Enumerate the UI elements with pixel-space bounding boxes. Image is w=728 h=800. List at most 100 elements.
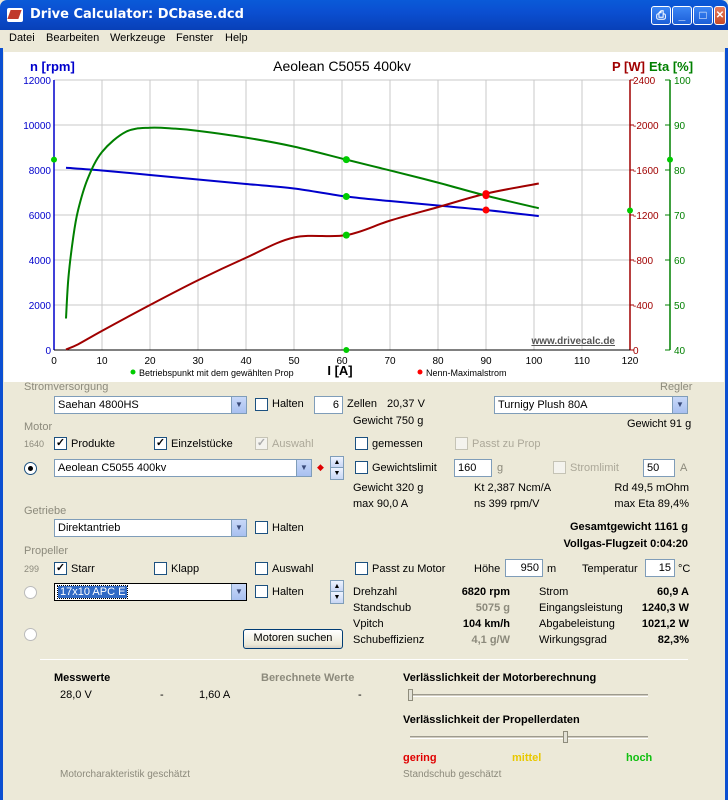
x-tick-label: 0 xyxy=(51,356,57,367)
minimize-button[interactable]: _ xyxy=(672,6,692,25)
x-tick-label: 20 xyxy=(144,356,156,367)
x-tick-label: 80 xyxy=(432,356,444,367)
battery-halten-checkbox[interactable] xyxy=(255,398,268,411)
temperature-label: Temperatur xyxy=(582,563,638,575)
prop-reliability-slider[interactable] xyxy=(562,731,568,743)
power-tick-label: 0 xyxy=(633,346,639,357)
legend-op-dot xyxy=(130,369,136,375)
battery-select[interactable]: Saehan 4800HS ▼ xyxy=(54,396,247,414)
chart-background xyxy=(4,52,724,382)
motor-reliability-slider[interactable] xyxy=(408,689,413,701)
stromlimit-unit: A xyxy=(680,462,688,474)
rpm-tick-label: 10000 xyxy=(23,121,51,132)
prop-spinner[interactable]: ▲ ▼ xyxy=(330,580,344,604)
operating-point-rpm xyxy=(342,193,350,201)
vpitch-label: Vpitch xyxy=(353,618,384,630)
prop-select-value: 17x10 APC E xyxy=(56,585,129,599)
chevron-down-icon[interactable]: ▼ xyxy=(296,460,311,476)
eta-tick-label: 50 xyxy=(674,301,686,312)
schubeffizienz-value: 4,1 g/W xyxy=(471,634,510,646)
wirkungsgrad-label: Wirkungsgrad xyxy=(539,634,607,646)
gearbox-halten-checkbox[interactable] xyxy=(255,521,268,534)
battery-halten-label: Halten xyxy=(272,398,304,410)
menu-datei[interactable]: Datei xyxy=(9,32,35,44)
x-tick-label: 30 xyxy=(192,356,204,367)
chevron-down-icon[interactable]: ▼ xyxy=(231,397,246,413)
close-button[interactable]: ✕ xyxy=(714,6,726,25)
eta-tick-label: 60 xyxy=(674,256,686,267)
app-icon xyxy=(7,8,23,22)
print-icon[interactable]: ⎙ xyxy=(651,6,671,25)
gewichtslimit-input[interactable]: 160 xyxy=(454,459,492,477)
passt-zu-prop-label: Passt zu Prop xyxy=(472,438,541,450)
power-tick-label: -400 xyxy=(633,301,653,312)
eta-axis-label: Eta [%] xyxy=(649,59,693,74)
chart-ticks: 0 10 20 30 40 50 60 70 80 90 100 110 120020004000600… xyxy=(23,76,691,367)
x-tick-label: 90 xyxy=(480,356,492,367)
passt-zu-prop-checkbox[interactable] xyxy=(455,437,468,450)
legend-max-label: Nenn-Maximalstrom xyxy=(426,368,507,378)
menu-fenster[interactable]: Fenster xyxy=(176,32,214,44)
third-radio[interactable] xyxy=(24,628,37,641)
stromversorgung-label: Stromversorgung xyxy=(24,381,109,393)
gewichtslimit-unit: g xyxy=(497,462,504,474)
title-bar[interactable]: Drive Calculator: DCbase.dcd ⎙ _ □ ✕ xyxy=(0,0,728,30)
motor-spinner[interactable]: ▲ ▼ xyxy=(330,456,344,480)
gearbox-select[interactable]: Direktantrieb ▼ xyxy=(54,519,247,537)
prop-halten-checkbox[interactable] xyxy=(255,585,268,598)
motor-diamond-icon: ◆ xyxy=(317,462,324,472)
stromlimit-checkbox[interactable] xyxy=(553,461,566,474)
motor-radio[interactable] xyxy=(24,462,37,475)
chevron-down-icon[interactable]: ▼ xyxy=(231,520,246,536)
rpm-tick-label: 8000 xyxy=(29,166,52,177)
motor-count: 1640 xyxy=(24,439,45,449)
prop-auswahl-label: Auswahl xyxy=(272,563,314,575)
rpm-tick-label: 12000 xyxy=(23,76,51,87)
motor-produkte-checkbox[interactable]: ✓ xyxy=(54,437,67,450)
passt-zu-motor-checkbox[interactable] xyxy=(355,562,368,575)
max-current-point-rpm xyxy=(482,206,490,214)
measured-voltage: 28,0 V xyxy=(60,689,92,701)
gewichtslimit-checkbox[interactable] xyxy=(355,461,368,474)
motor-select[interactable]: Aeolean C5055 400kv ▼ xyxy=(54,459,312,477)
temperature-input[interactable]: 15 xyxy=(645,559,675,577)
thrust-estimated-note: Standschub geschätzt xyxy=(403,769,502,780)
eingangsleistung-value: 1240,3 W xyxy=(641,602,689,614)
regler-label: Regler xyxy=(660,381,693,393)
x-axis-label: I [A] xyxy=(327,363,352,378)
altitude-unit: m xyxy=(547,563,557,575)
legend-max-dot xyxy=(417,369,423,375)
cells-input[interactable]: 6 xyxy=(314,396,343,414)
battery-select-value: Saehan 4800HS xyxy=(58,399,139,411)
operating-eta-left-marker xyxy=(51,156,57,163)
starr-checkbox[interactable]: ✓ xyxy=(54,562,67,575)
prop-radio[interactable] xyxy=(24,586,37,599)
motor-rd: Rd 49,5 mOhm xyxy=(614,482,689,494)
messwerte-heading: Messwerte xyxy=(54,672,111,684)
chevron-down-icon[interactable]: ▼ xyxy=(672,397,687,413)
menu-help[interactable]: Help xyxy=(225,32,248,44)
stromlimit-input[interactable]: 50 xyxy=(643,459,675,477)
standschub-label: Standschub xyxy=(353,602,412,614)
total-weight: Gesamtgewicht 1161 g xyxy=(570,521,688,533)
prop-select[interactable]: 17x10 APC E ▼ xyxy=(54,583,247,601)
motor-auswahl-checkbox[interactable]: ✓ xyxy=(255,437,268,450)
maximize-button[interactable]: □ xyxy=(693,6,713,25)
x-tick-label: 110 xyxy=(574,356,590,367)
altitude-input[interactable]: 950 xyxy=(505,559,543,577)
motoren-suchen-button[interactable]: Motoren suchen xyxy=(243,629,343,649)
gemessen-checkbox[interactable] xyxy=(355,437,368,450)
motor-estimated-note: Motorcharakteristik geschätzt xyxy=(60,769,191,780)
klapp-checkbox[interactable] xyxy=(154,562,167,575)
motor-max-eta: max Eta 89,4% xyxy=(614,498,689,510)
motor-einzelstuecke-checkbox[interactable]: ✓ xyxy=(154,437,167,450)
battery-voltage: 20,37 V xyxy=(387,398,425,410)
x-tick-label: 10 xyxy=(96,356,108,367)
gearbox-halten-label: Halten xyxy=(272,522,304,534)
abgabeleistung-label: Abgabeleistung xyxy=(539,618,615,630)
menu-werkzeuge[interactable]: Werkzeuge xyxy=(110,32,166,44)
prop-auswahl-checkbox[interactable] xyxy=(255,562,268,575)
esc-select[interactable]: Turnigy Plush 80A ▼ xyxy=(494,396,688,414)
chevron-down-icon[interactable]: ▼ xyxy=(231,584,246,600)
menu-bearbeiten[interactable]: Bearbeiten xyxy=(46,32,100,44)
